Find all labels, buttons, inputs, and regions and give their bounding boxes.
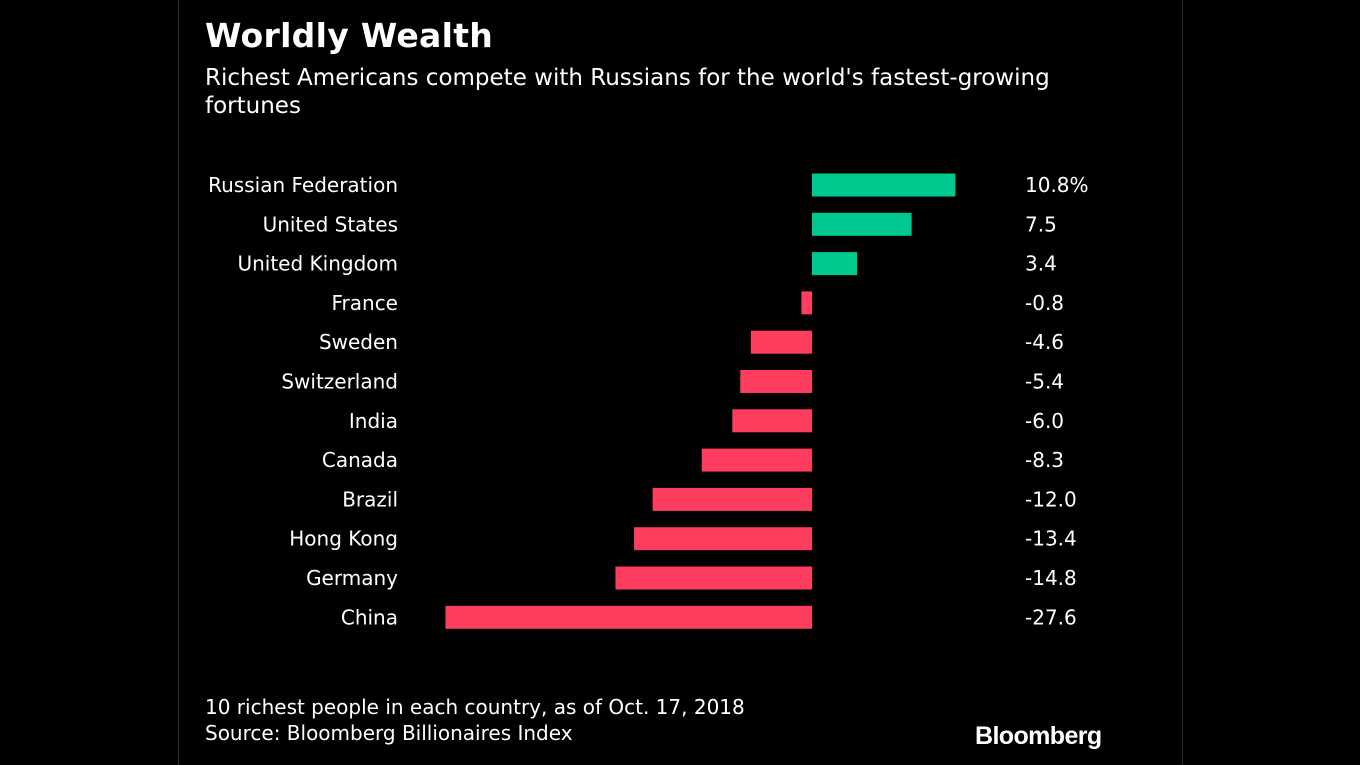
footnote: 10 richest people in each country, as of… [205,694,745,746]
bar [701,448,812,472]
bloomberg-logo: Bloomberg [975,722,1102,750]
category-label: Russian Federation [208,173,398,197]
category-label: France [331,291,398,315]
category-label: United Kingdom [237,252,398,276]
value-label: -14.8 [1025,566,1077,590]
bar [652,487,812,511]
value-label: 10.8% [1025,173,1089,197]
bar [801,291,812,315]
value-label: -4.6 [1025,330,1064,354]
category-label: Switzerland [281,370,398,394]
category-label: Canada [322,448,398,472]
value-label: -0.8 [1025,291,1064,315]
value-label: -5.4 [1025,370,1064,394]
category-label: China [341,605,398,629]
bar [615,566,812,590]
chart-subtitle: Richest Americans compete with Russians … [205,65,1050,119]
value-label: 7.5 [1025,212,1057,236]
category-label: India [349,409,398,433]
category-label: United States [263,212,398,236]
footnote-source: Source: Bloomberg Billionaires Index [205,721,573,745]
value-label: 3.4 [1025,252,1057,276]
bar [732,409,812,433]
bar [812,173,956,197]
chart-title: Worldly Wealth [205,16,494,55]
bar [634,527,812,551]
bar [750,330,812,354]
category-label: Hong Kong [289,527,398,551]
bar [740,370,812,393]
bar [812,252,858,276]
value-label: -27.6 [1025,605,1077,629]
value-label: -8.3 [1025,448,1064,472]
right-panel-divider [1182,0,1183,765]
bar [445,605,812,629]
category-label: Sweden [319,330,398,354]
footnote-note: 10 richest people in each country, as of… [205,695,745,719]
category-label: Brazil [342,487,398,511]
value-label: -6.0 [1025,409,1064,433]
value-label: -13.4 [1025,527,1077,551]
bar [812,212,912,236]
category-label: Germany [306,566,398,590]
left-panel-divider [178,0,179,765]
value-label: -12.0 [1025,487,1077,511]
